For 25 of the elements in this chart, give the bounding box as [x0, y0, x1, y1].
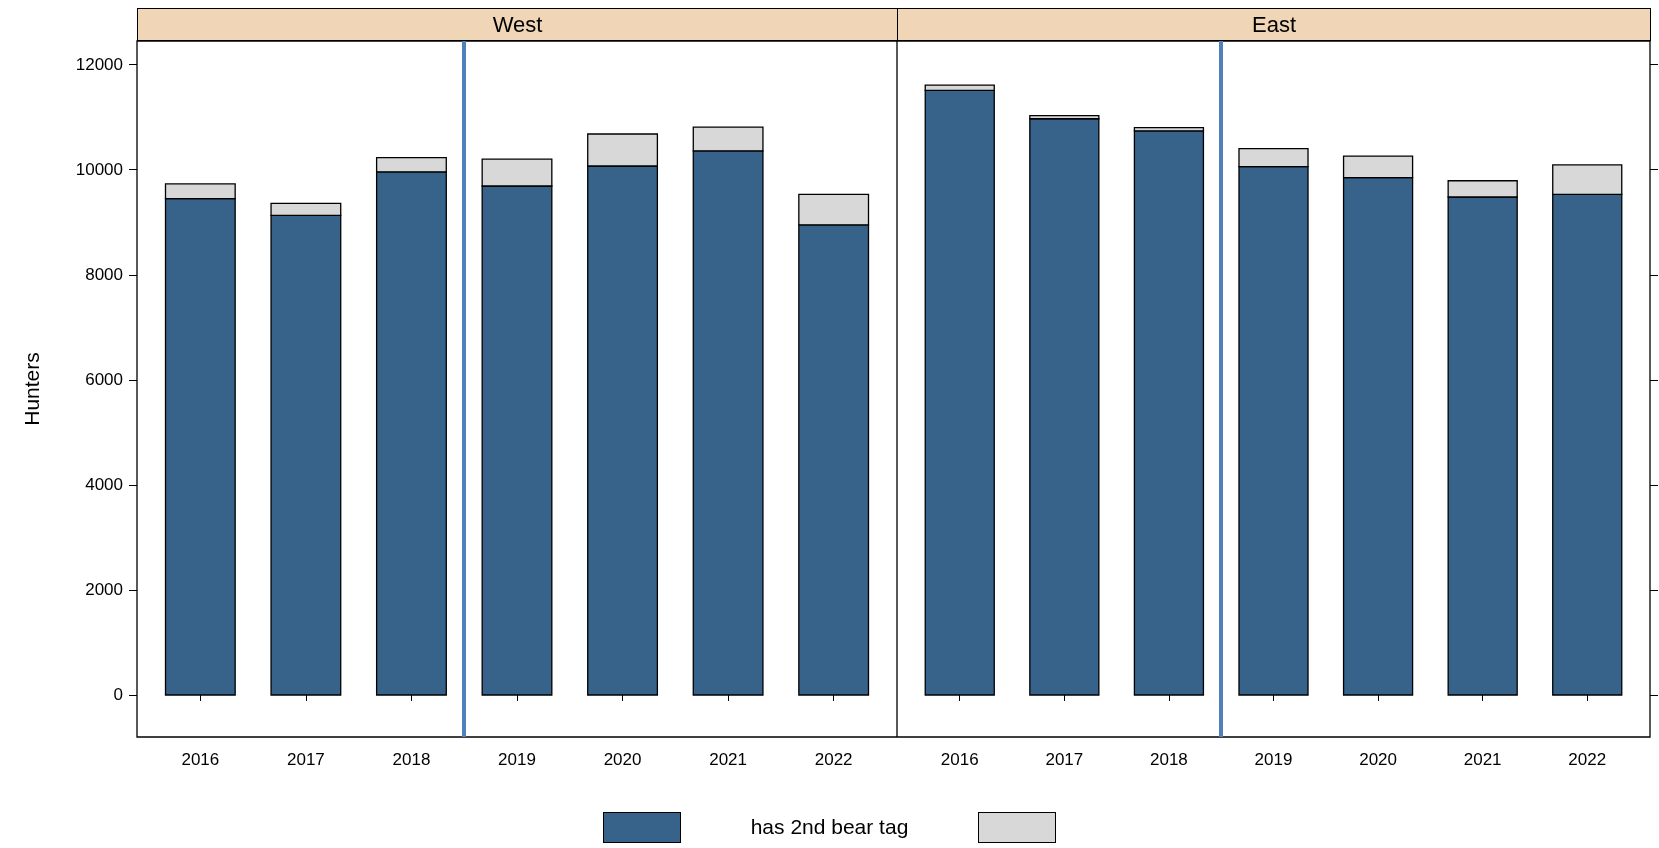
y-tick-label: 8000: [85, 265, 123, 285]
chart-title: East: [897, 8, 1651, 41]
y-tick-label: 6000: [85, 370, 123, 390]
y-axis-title: Hunters: [20, 352, 43, 426]
chart-title: West: [137, 8, 898, 41]
legend-title: has 2nd bear tag: [750, 815, 909, 839]
x-tick-label: 2016: [181, 750, 220, 769]
x-tick-label: 2017: [286, 750, 325, 769]
x-tick-label: 2016: [940, 750, 979, 769]
x-tick-label: 2019: [498, 750, 536, 769]
x-tick-label: 2021: [709, 750, 748, 769]
x-tick-label: 2020: [1359, 750, 1397, 769]
x-tick-label: 2019: [1254, 750, 1293, 769]
x-tick-label: 2021: [1463, 750, 1502, 769]
x-tick-label: 2020: [603, 750, 642, 769]
x-tick-label: 2022: [1568, 750, 1607, 769]
y-tick-label: 2000: [85, 580, 123, 600]
x-tick-label: 2022: [814, 750, 853, 769]
x-tick-label: 2017: [1045, 750, 1084, 769]
y-tick-label: 10000: [75, 160, 123, 180]
y-tick-label: 12000: [75, 55, 123, 75]
y-tick-label: 4000: [85, 475, 123, 495]
y-tick-label: 0: [113, 685, 123, 705]
x-tick-label: 2018: [1150, 750, 1188, 769]
x-tick-label: 2018: [392, 750, 431, 769]
